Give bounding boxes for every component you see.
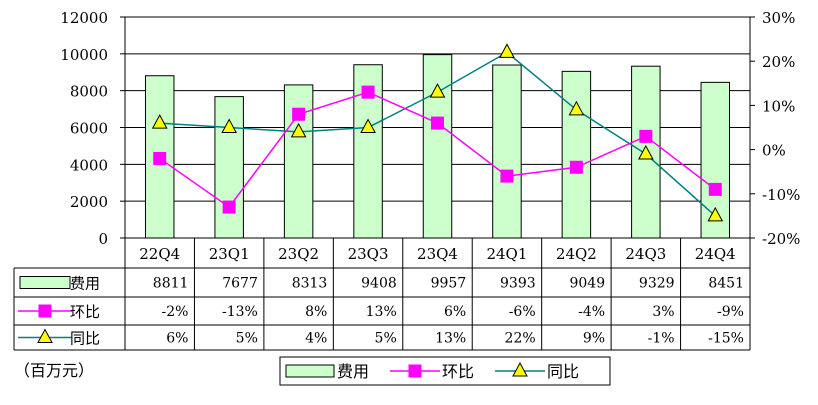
data-label: 22%	[505, 331, 536, 347]
yoy-point	[290, 122, 307, 138]
data-label: 5%	[375, 331, 397, 347]
category-label: 23Q2	[278, 245, 319, 263]
data-label: -9%	[717, 304, 744, 320]
data-label: 9393	[500, 276, 536, 292]
right-tick-label: -10%	[762, 186, 800, 204]
data-label: -15%	[708, 331, 744, 347]
data-label: 8313	[292, 276, 328, 292]
right-tick-label: 20%	[762, 53, 795, 71]
data-label: 9329	[639, 276, 675, 292]
data-label: 6%	[444, 304, 466, 320]
yoy-point	[499, 43, 515, 58]
line-series	[151, 43, 724, 222]
qoq-point	[569, 160, 583, 174]
series-name: 同比	[70, 330, 100, 348]
left-tick-label: 4000	[70, 156, 108, 174]
data-label: 8%	[305, 304, 327, 320]
data-label: 9049	[569, 276, 605, 292]
legend-key-marker	[408, 364, 422, 378]
right-tick-label: 30%	[762, 9, 795, 27]
data-label: -2%	[161, 304, 188, 320]
data-label: 3%	[652, 304, 674, 320]
data-label: 8811	[153, 276, 189, 292]
data-label: -6%	[509, 304, 536, 320]
unit-note: （百万元）	[14, 361, 94, 380]
data-label: 4%	[305, 331, 327, 347]
data-label: 5%	[236, 331, 258, 347]
data-label: 13%	[366, 304, 397, 320]
data-label: 9%	[583, 331, 605, 347]
qoq-point	[222, 200, 236, 214]
qoq-point	[431, 116, 444, 130]
category-label: 23Q3	[348, 245, 389, 263]
legend-label: 同比	[547, 362, 579, 381]
legend-label: 环比	[442, 362, 474, 381]
yoy-point	[151, 114, 168, 129]
category-label: 23Q4	[417, 245, 458, 263]
data-label: 9957	[431, 276, 467, 292]
category-label: 23Q1	[209, 245, 250, 263]
yoy-point	[568, 100, 585, 116]
legend-box	[279, 356, 611, 386]
data-label: -4%	[578, 304, 605, 320]
qoq-point	[500, 169, 514, 183]
series-name: 费用	[70, 275, 100, 293]
data-label: 7677	[222, 276, 258, 292]
qoq-point	[708, 182, 722, 196]
table-key-bar	[19, 276, 71, 289]
data-label: -13%	[222, 304, 258, 320]
left-tick-label: 8000	[70, 83, 108, 101]
data-label: -1%	[648, 331, 675, 347]
data-label: 8451	[708, 276, 744, 292]
yoy-point	[360, 118, 376, 133]
right-tick-label: -20%	[762, 230, 800, 248]
data-label: 13%	[435, 331, 466, 347]
left-tick-label: 6000	[70, 120, 108, 138]
series-name: 环比	[70, 303, 100, 321]
table-key-marker	[38, 304, 52, 318]
right-tick-label: 10%	[762, 97, 795, 115]
left-tick-label: 2000	[70, 193, 108, 211]
legend-label: 费用	[337, 362, 369, 381]
table-key-marker	[37, 328, 53, 343]
bar	[492, 64, 522, 239]
category-label: 22Q4	[139, 245, 180, 263]
left-tick-label: 0	[98, 230, 108, 248]
axes: 0 2000 4000 6000 8000 10000 12000 -20% -10% 0% 10%…	[60, 9, 800, 248]
left-tick-label: 12000	[60, 9, 108, 27]
yoy-point	[707, 206, 724, 222]
qoq-point	[153, 151, 167, 165]
data-table: 22Q4 23Q1 23Q2 23Q3 23Q4 24Q1 24Q2 24Q3 24Q4 费用 88…	[13, 237, 751, 351]
legend-key-marker	[512, 361, 528, 377]
left-tick-label: 10000	[60, 46, 108, 64]
qoq-point	[292, 107, 306, 121]
category-label: 24Q2	[556, 245, 597, 263]
qoq-point	[361, 85, 375, 99]
bar	[422, 54, 453, 239]
yoy-point	[221, 118, 238, 133]
qoq-point	[639, 129, 653, 143]
category-label: 24Q1	[486, 245, 527, 263]
legend: 费用 环比 同比	[279, 356, 611, 386]
yoy-point	[429, 83, 446, 98]
yoy-point	[637, 144, 654, 160]
bar	[561, 70, 592, 239]
data-label: 6%	[166, 331, 188, 347]
bar	[214, 96, 244, 239]
right-tick-label: 0%	[762, 142, 786, 160]
legend-key-bar	[285, 364, 335, 378]
data-label: 9408	[361, 276, 397, 292]
category-label: 24Q4	[695, 245, 736, 263]
category-label: 24Q3	[625, 245, 666, 263]
